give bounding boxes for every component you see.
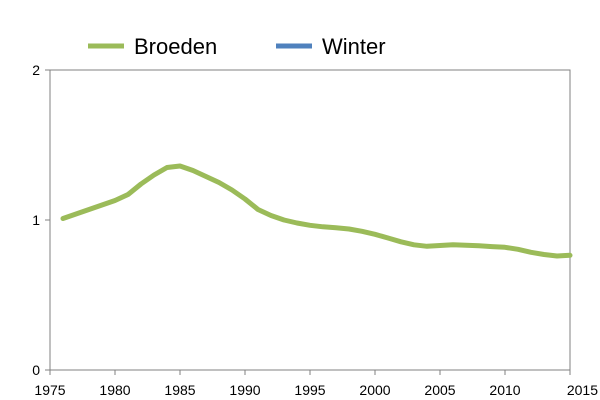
x-tick-label: 2015: [567, 382, 598, 398]
series-layer: [60, 163, 573, 259]
legend: Broeden Winter: [88, 34, 386, 59]
plot-area-frame: [49, 69, 571, 371]
x-tick-label: 1995: [294, 382, 325, 398]
y-tick-label: 1: [32, 212, 40, 228]
x-tick-label: 2005: [424, 382, 455, 398]
legend-label-winter: Winter: [322, 34, 386, 59]
series-line-broeden: [60, 163, 573, 259]
x-tick-label: 1985: [164, 382, 195, 398]
x-axis: 1975 1980 1985 1990 1995 2000 2005 2010 2015: [34, 370, 598, 398]
x-tick-label: 1975: [34, 382, 65, 398]
x-tick-label: 1980: [99, 382, 130, 398]
y-axis: 0 1 2: [32, 62, 50, 378]
x-tick-label: 2010: [489, 382, 520, 398]
x-tick-label: 2000: [359, 382, 390, 398]
legend-label-broeden: Broeden: [134, 34, 217, 59]
y-tick-label: 0: [32, 362, 40, 378]
y-tick-label: 2: [32, 62, 40, 78]
x-tick-label: 1990: [229, 382, 260, 398]
